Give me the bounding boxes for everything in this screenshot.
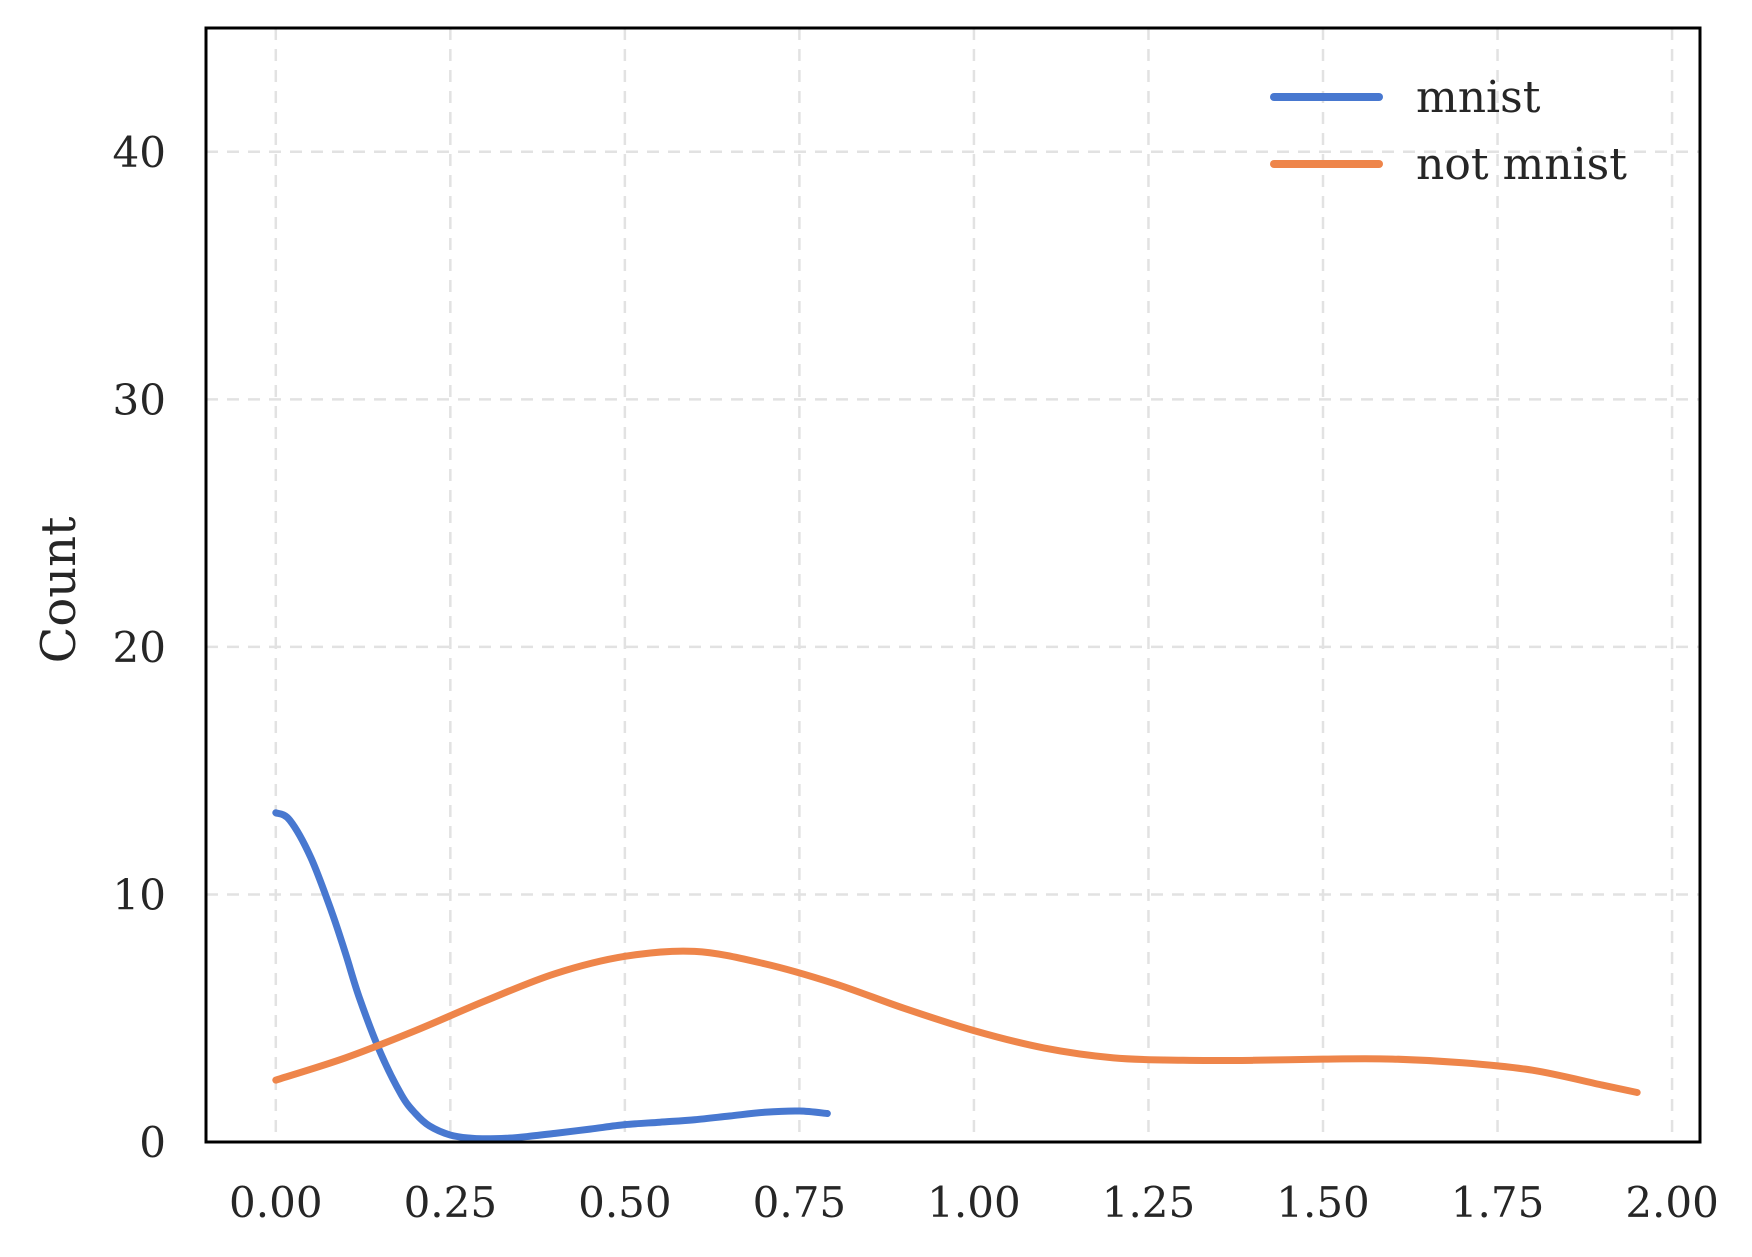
y-tick-label: 30	[113, 375, 166, 424]
y-tick-label: 10	[113, 870, 166, 919]
y-tick-labels: 0 10 20 30 40	[113, 128, 166, 1167]
y-tick-label: 40	[113, 128, 166, 177]
x-tick-label: 0.25	[404, 1178, 498, 1227]
x-tick-label: 0.50	[578, 1178, 672, 1227]
x-tick-label: 0.75	[753, 1178, 847, 1227]
y-tick-label: 20	[113, 623, 166, 672]
y-axis-label: Count	[31, 517, 87, 664]
legend-label-mnist: mnist	[1416, 72, 1541, 123]
legend-label-not-mnist: not mnist	[1416, 139, 1627, 190]
x-tick-label: 1.75	[1451, 1178, 1545, 1227]
y-tick-label: 0	[139, 1118, 166, 1167]
x-tick-label: 0.00	[229, 1178, 323, 1227]
legend: mnist not mnist	[1270, 72, 1627, 190]
series-line-mnist	[272, 809, 831, 1143]
grid	[206, 28, 1700, 1144]
x-tick-label: 1.00	[927, 1178, 1021, 1227]
series-line-not-mnist	[272, 947, 1641, 1096]
plot-frame	[204, 26, 1702, 1144]
x-tick-label: 1.25	[1102, 1178, 1196, 1227]
x-tick-labels: 0.00 0.25 0.50 0.75 1.00 1.25 1.50 1.75 2.00	[229, 1178, 1719, 1227]
x-tick-label: 1.50	[1276, 1178, 1370, 1227]
series-lines	[272, 809, 1641, 1143]
x-tick-label: 2.00	[1625, 1178, 1719, 1227]
